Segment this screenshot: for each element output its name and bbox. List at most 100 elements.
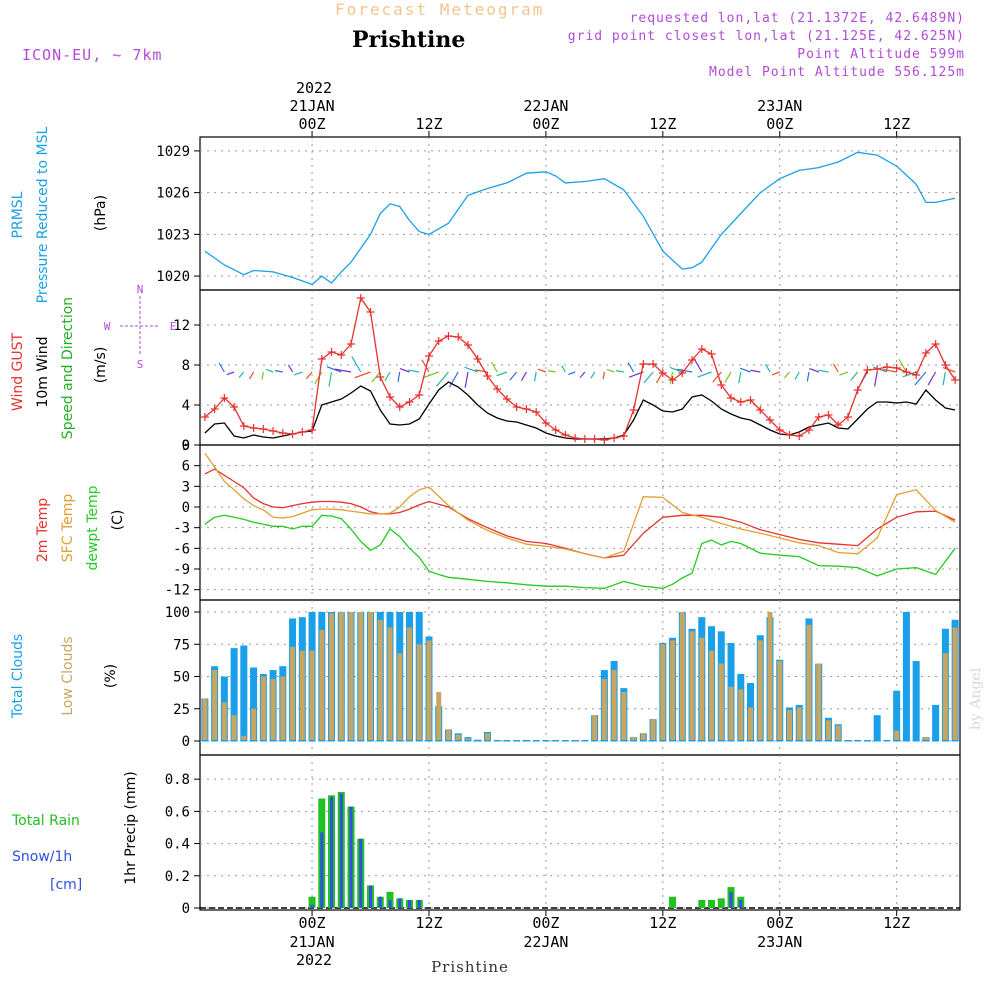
bottom-date-label: 23JAN [757,933,802,951]
temperature-ytick-label-2: -6 [173,541,190,557]
wind-dir-arrow [806,371,810,382]
pressure-frame [199,136,961,291]
cloud-base-mark [756,740,764,742]
gust-point [512,403,521,411]
gust-point [746,396,755,404]
compass-e: E [170,320,177,333]
snow-bar [320,832,324,908]
wind-dir-arrow [579,371,586,378]
low-cloud-bar [445,729,451,741]
gust-point [814,413,823,421]
gust-point [921,349,930,357]
wind-dir-arrow [537,368,547,373]
low-cloud-bar [241,735,247,741]
total-cloud-bar [230,648,238,741]
label-hpa: (hPa) [93,195,109,231]
wind-dir-arrow [764,363,771,373]
cloud-base-mark [289,740,297,742]
pressure-ytick-label-2: 1026 [156,186,190,202]
cloud-base-mark [269,740,277,742]
cloud-base-mark [717,740,725,742]
bottom-hour-label: 00Z [299,914,326,932]
low-cloud-bar [738,689,744,741]
cloud-base-mark [415,740,423,742]
label-pressure-msl: Pressure Reduced to MSL [35,126,51,303]
wind-dir-arrow [371,371,381,383]
label-2m-temp: 2m Temp [35,498,51,562]
cloud-base-mark [639,740,647,742]
wind-dir-arrow [615,370,624,373]
low-cloud-bar [221,702,227,741]
low-cloud-bar [631,737,637,741]
low-cloud-bar [290,646,296,741]
wind-dir-arrow [397,371,401,382]
wind-dir-arrow [927,371,937,386]
gust-line [204,296,956,441]
top-hour-label: 12Z [649,115,676,133]
cloud-base-mark [259,740,267,742]
cloud-base-mark [844,740,852,742]
low-cloud-bar [699,637,705,741]
low-cloud-bar [825,720,831,741]
cloud-base-mark [630,740,638,742]
snow-bar [417,899,421,908]
low-cloud-bar [894,730,900,741]
wind-dir-arrow [218,362,225,373]
cloud-base-mark [912,740,920,742]
low-cloud-bar [406,627,412,741]
wind-dir-arrow [226,371,235,376]
gust-point [210,405,219,413]
label-c: (C) [110,510,126,531]
cloud-base-mark [610,740,618,742]
dewpt-line [204,514,956,589]
cloud-base-mark [824,740,832,742]
label-speed-direction: Speed and Direction [60,297,76,439]
wind-dir-arrow [602,371,605,380]
cloud-base-mark [834,740,842,742]
wind-dir-arrow [261,371,264,380]
cloud-base-mark [600,740,608,742]
wind-dir-arrow [942,371,946,386]
compass-s: S [137,358,144,371]
gust-point [649,360,658,368]
wind-dir-arrow [205,370,215,372]
pressure-ytick-label-0: 1020 [156,269,190,285]
low-cloud-bar [660,644,666,741]
label-percent: (%) [103,664,119,688]
gust-point [317,355,326,363]
cloud-base-mark [591,740,599,742]
snow-bar [369,885,373,908]
gust-point [804,426,813,434]
total-cloud-bar [240,645,248,741]
cloud-base-mark [659,740,667,742]
cloud-base-mark [464,740,472,742]
gust-point [727,394,736,402]
gust-point [571,434,580,442]
cloud-base-mark [902,740,910,742]
precip-frame [199,754,961,911]
cloud-base-mark [532,740,540,742]
wind-ytick-label-0: 0 [182,438,190,454]
rain-bar [308,896,316,908]
top-hour-label: 12Z [415,115,442,133]
bottom-hour-label: 12Z [415,914,442,932]
snow-bar [339,793,343,908]
gust-point [853,386,862,394]
low-cloud-bar [319,630,325,741]
cloud-base-mark [328,740,336,742]
gust-point [454,333,463,341]
panel-labels: N S W E PRMSL Pressure Reduced to MSL (hPa) Win… [10,126,176,893]
cloud-base-mark [318,740,326,742]
t2m-line [204,468,956,559]
wind-dir-arrow [882,368,897,373]
gust-point [386,393,394,401]
gust-point [444,332,453,340]
cloud-base-mark [347,740,355,742]
wind-dir-arrow [509,371,518,381]
gust-point [892,364,901,372]
gust-point [590,435,599,443]
gust-point [600,436,609,444]
gust-point [434,337,443,345]
cloud-base-mark [474,740,482,742]
pressure-line [204,151,956,286]
